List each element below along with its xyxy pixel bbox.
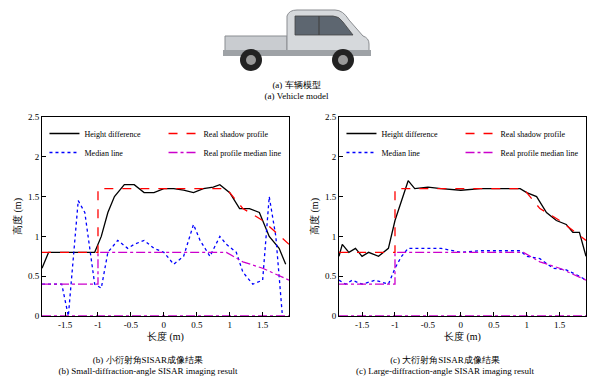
svg-text:2: 2	[35, 152, 40, 162]
svg-text:0.5: 0.5	[488, 320, 500, 330]
svg-text:1.5: 1.5	[325, 192, 337, 202]
svg-text:1: 1	[35, 232, 40, 242]
svg-text:2.5: 2.5	[325, 112, 337, 122]
svg-text:Median line: Median line	[84, 149, 123, 158]
html-text:(a) Vehicle model: (a) Vehicle model	[264, 91, 329, 101]
svg-text:-1.5: -1.5	[355, 320, 370, 330]
svg-text:Real shadow profile: Real shadow profile	[204, 130, 269, 139]
svg-text:1.5: 1.5	[257, 320, 269, 330]
svg-text:2.5: 2.5	[28, 112, 40, 122]
svg-text:Median line: Median line	[381, 149, 420, 158]
svg-text:1: 1	[332, 232, 337, 242]
svg-text:-1: -1	[391, 320, 399, 330]
svg-text:1.5: 1.5	[28, 192, 40, 202]
svg-text:Height difference: Height difference	[381, 130, 437, 139]
svg-text:0: 0	[35, 311, 40, 321]
svg-text:1: 1	[227, 320, 232, 330]
svg-text:Height difference: Height difference	[84, 130, 140, 139]
svg-text:-0.5: -0.5	[421, 320, 436, 330]
svg-text:高度 (m): 高度 (m)	[12, 198, 24, 235]
svg-text:-1.5: -1.5	[58, 320, 73, 330]
html-text:(c) 大衍射角SISAR成像结果: (c) 大衍射角SISAR成像结果	[390, 355, 500, 365]
svg-text:长度 (m): 长度 (m)	[147, 331, 184, 343]
svg-text:-0.5: -0.5	[124, 320, 139, 330]
svg-text:0.5: 0.5	[325, 271, 337, 281]
svg-text:长度 (m): 长度 (m)	[444, 331, 481, 343]
html-text:(b) 小衍射角SISAR成像结果: (b) 小衍射角SISAR成像结果	[92, 355, 204, 365]
html-text:(a) 车辆模型: (a) 车辆模型	[272, 80, 321, 90]
svg-text:0.5: 0.5	[28, 271, 40, 281]
svg-text:高度 (m): 高度 (m)	[309, 198, 321, 235]
svg-text:Real profile median line: Real profile median line	[501, 149, 579, 158]
svg-text:0: 0	[332, 311, 337, 321]
svg-text:0: 0	[162, 320, 167, 330]
svg-text:0: 0	[459, 320, 464, 330]
svg-text:Real shadow profile: Real shadow profile	[501, 130, 566, 139]
svg-text:1: 1	[524, 320, 529, 330]
html-text:(b) Small-diffraction-angle SI: (b) Small-diffraction-angle SISAR imagin…	[58, 366, 238, 376]
svg-text:1.5: 1.5	[554, 320, 566, 330]
svg-text:-1: -1	[94, 320, 102, 330]
html-text:(c) Large-diffraction-angle SI: (c) Large-diffraction-angle SISAR imagin…	[355, 366, 535, 376]
svg-text:Real profile median line: Real profile median line	[204, 149, 282, 158]
svg-text:0.5: 0.5	[191, 320, 203, 330]
svg-text:2: 2	[332, 152, 337, 162]
